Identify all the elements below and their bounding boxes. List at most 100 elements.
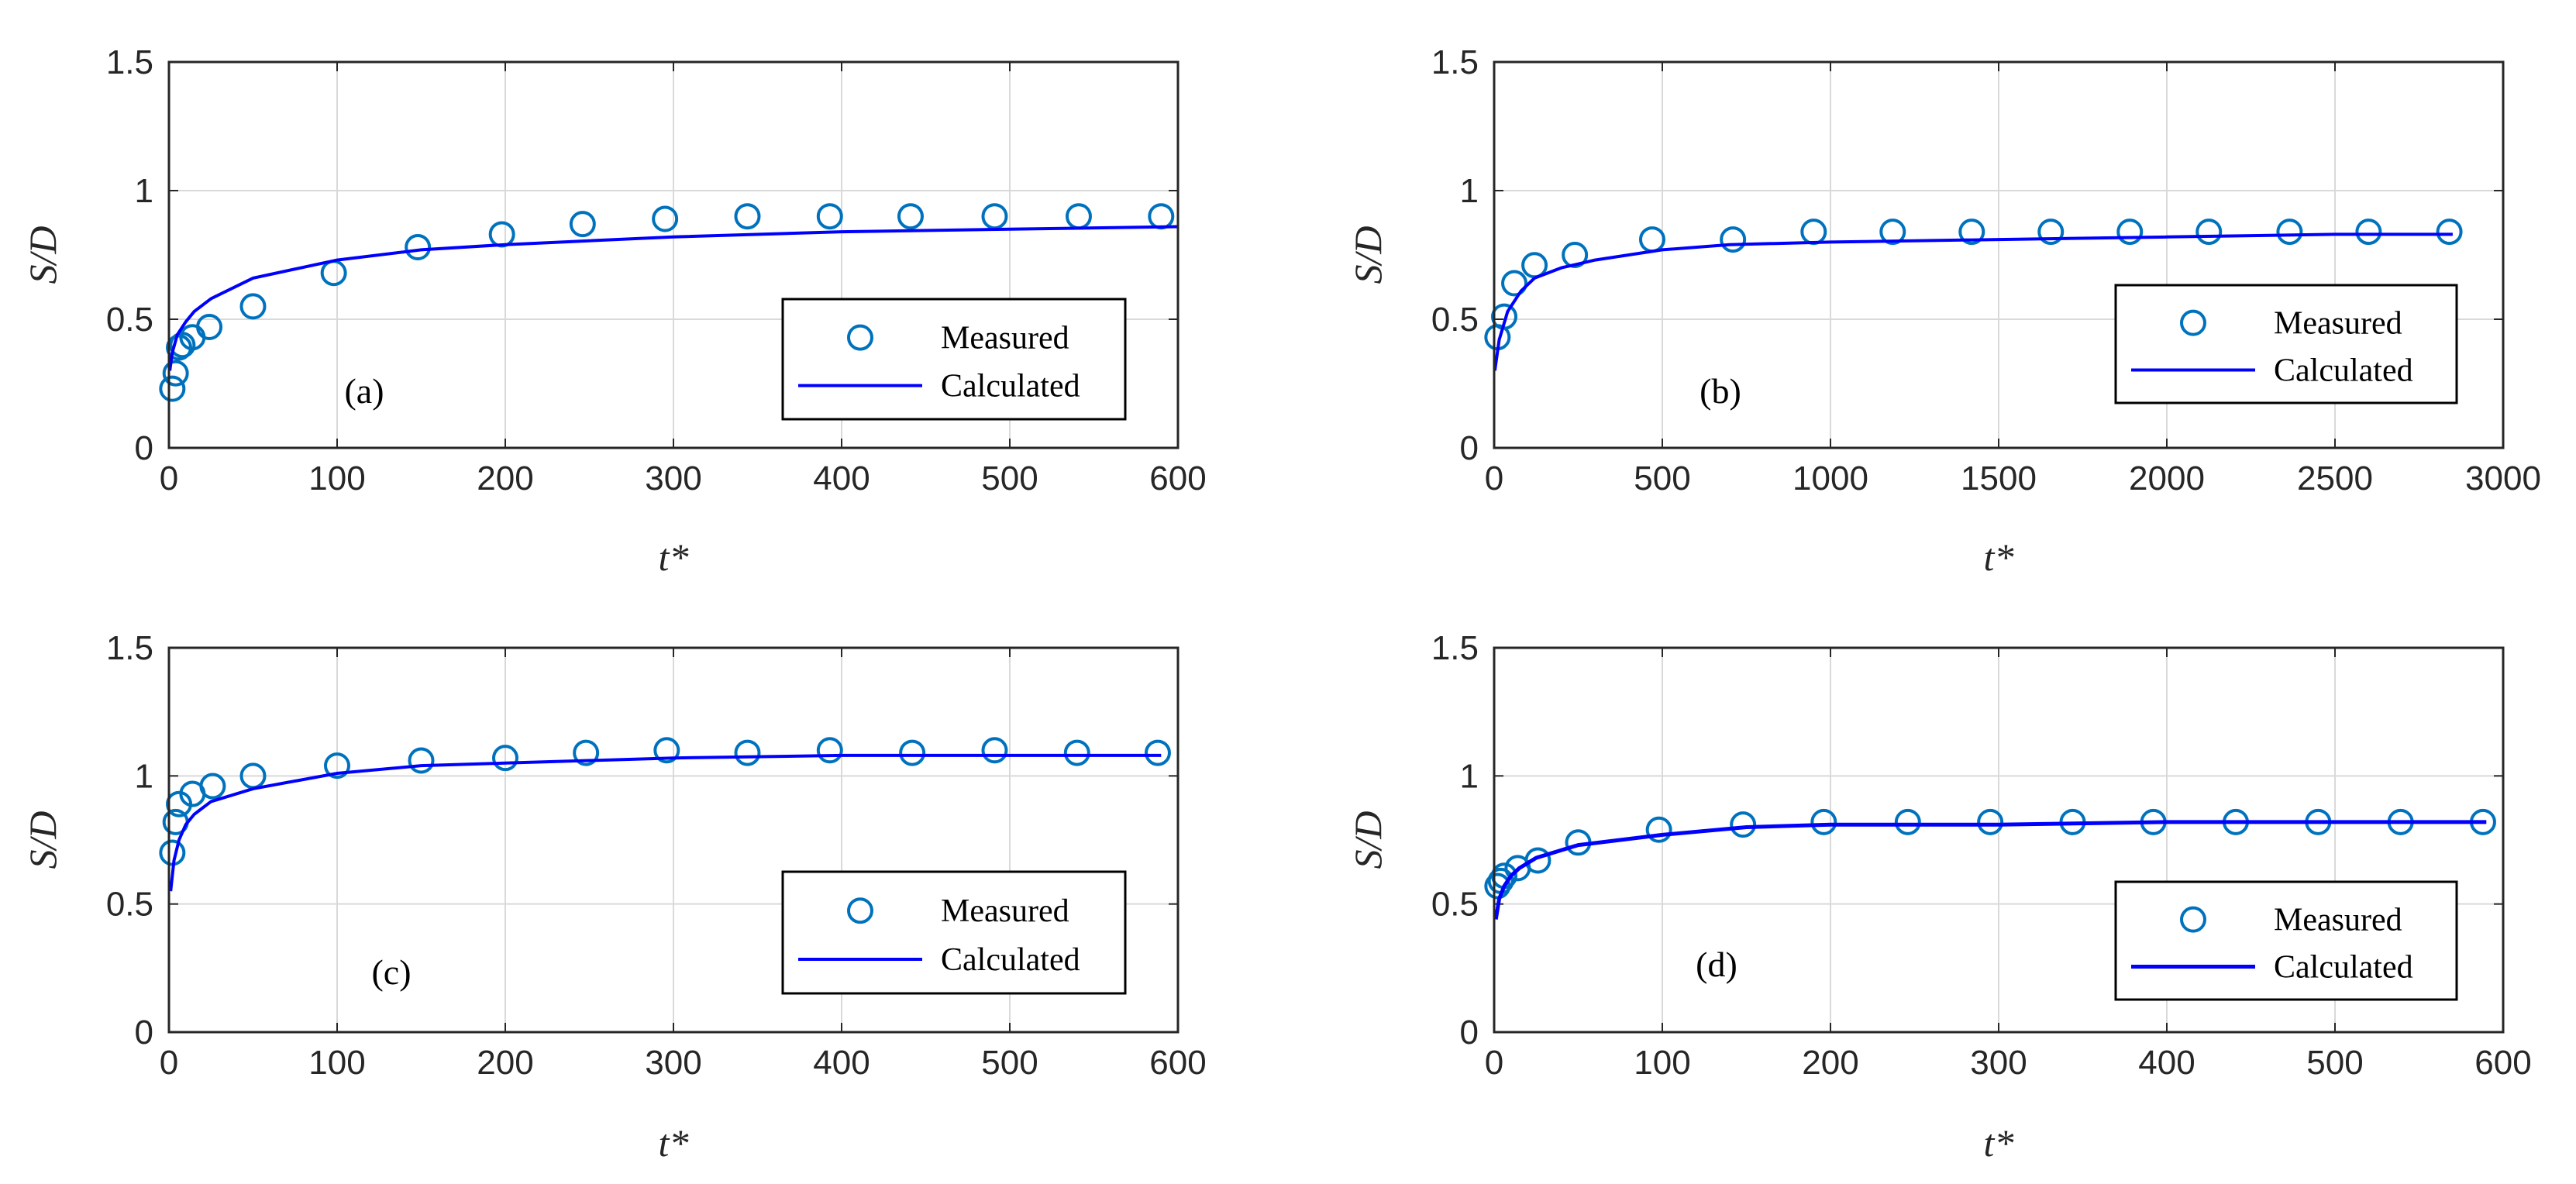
x-axis-label: t* xyxy=(1984,1121,2014,1165)
measured-point xyxy=(2037,219,2065,246)
legend: Measured Calculated xyxy=(781,870,1127,995)
legend-box xyxy=(2114,880,2458,1001)
measured-point xyxy=(2195,219,2223,246)
y-axis-label: S/D xyxy=(1346,226,1390,284)
measured-point xyxy=(408,747,435,774)
y-tick-label: 0.5 xyxy=(106,886,153,924)
legend-calculated-label: Calculated xyxy=(941,942,1080,978)
panel-label: (d) xyxy=(1696,945,1737,984)
y-tick-label: 1.5 xyxy=(106,43,153,81)
measured-point xyxy=(734,739,761,766)
measured-point xyxy=(897,203,924,230)
axes-box xyxy=(1493,646,2505,1034)
x-axis-label: t* xyxy=(659,1121,689,1165)
legend-measured-marker xyxy=(847,324,873,351)
x-tick-label: 0 xyxy=(1485,1044,1503,1082)
legend-measured-label: Measured xyxy=(2274,306,2402,342)
x-tick-label: 300 xyxy=(645,459,701,497)
x-tick-label: 100 xyxy=(308,1044,365,1082)
legend-measured-marker xyxy=(2180,309,2206,336)
y-tick-label: 1.5 xyxy=(1431,43,1479,81)
measured-point xyxy=(492,745,518,772)
x-tick-label: 200 xyxy=(477,1044,533,1082)
measured-point xyxy=(569,211,596,238)
legend-box xyxy=(781,298,1127,421)
calculated-line xyxy=(1494,232,2453,371)
x-axis-label: t* xyxy=(1984,535,2014,579)
x-tick-label: 500 xyxy=(981,1044,1038,1082)
legend-measured-marker xyxy=(2180,906,2206,933)
measured-point xyxy=(1879,219,1906,246)
legend: Measured Calculated xyxy=(2114,880,2458,1001)
measured-point xyxy=(1524,847,1551,874)
measured-point xyxy=(199,773,226,800)
panel-label: (c) xyxy=(371,952,411,992)
y-axis-label: S/D xyxy=(21,226,64,284)
measured-point xyxy=(324,752,350,780)
measured-point xyxy=(652,205,679,232)
y-tick-label: 0 xyxy=(1460,1014,1479,1051)
axes-box xyxy=(167,646,1180,1034)
measured-point xyxy=(1977,808,2004,835)
x-tick-label: 0 xyxy=(160,459,178,497)
x-tick-label: 500 xyxy=(1634,459,1690,497)
y-axis-label: S/D xyxy=(1346,811,1390,869)
x-tick-label: 2500 xyxy=(2297,459,2373,497)
measured-point xyxy=(1063,739,1090,766)
measured-point xyxy=(1894,808,1921,835)
x-tick-label: 300 xyxy=(645,1044,701,1082)
calculated-line xyxy=(169,753,1162,892)
measured-point xyxy=(1810,808,1837,835)
calculated-line xyxy=(1494,820,2487,920)
x-tick-label: 600 xyxy=(1149,459,1206,497)
x-tick-label: 100 xyxy=(1634,1044,1690,1082)
legend-calculated-label: Calculated xyxy=(941,369,1080,404)
measured-point xyxy=(899,739,926,766)
y-tick-label: 1 xyxy=(135,172,153,210)
x-tick-label: 0 xyxy=(1485,459,1503,497)
x-tick-label: 500 xyxy=(2306,1044,2363,1082)
x-tick-label: 100 xyxy=(308,459,365,497)
measured-point xyxy=(196,313,223,340)
measured-point xyxy=(239,293,267,320)
x-axis-label: t* xyxy=(659,535,689,579)
measured-point xyxy=(1501,270,1528,297)
legend-measured-label: Measured xyxy=(941,893,1069,929)
measured-point xyxy=(1958,219,1985,246)
x-tick-label: 600 xyxy=(1149,1044,1206,1082)
measured-point xyxy=(162,360,189,387)
legend-box xyxy=(781,870,1127,995)
measured-point xyxy=(981,737,1008,764)
legend-measured-marker xyxy=(847,897,873,924)
axes-box xyxy=(167,60,1180,449)
y-tick-label: 0.5 xyxy=(1431,886,1479,924)
y-tick-label: 1 xyxy=(1460,757,1479,795)
measured-point xyxy=(2355,219,2382,246)
measured-point xyxy=(1562,242,1589,268)
x-tick-label: 600 xyxy=(2474,1044,2531,1082)
panel-c: 0 100 200 300 400 500 600 0 0.5 1 1.5 t* S/D (c) Measu… xyxy=(21,629,1207,1165)
legend-calculated-label: Calculated xyxy=(2274,949,2413,985)
panel-d: 0 100 200 300 400 500 600 0 0.5 1 1.5 t* S/D (d) Measu… xyxy=(1346,629,2532,1165)
x-tick-label: 500 xyxy=(981,459,1038,497)
measured-point xyxy=(159,375,186,402)
x-tick-label: 3000 xyxy=(2465,459,2541,497)
legend-box xyxy=(2114,284,2458,404)
legend-measured-label: Measured xyxy=(941,321,1069,356)
legend: Measured Calculated xyxy=(781,298,1127,421)
x-tick-label: 200 xyxy=(1802,1044,1858,1082)
measured-point xyxy=(1720,226,1747,253)
measured-point xyxy=(1730,811,1757,838)
x-tick-label: 200 xyxy=(477,459,533,497)
measured-point xyxy=(1144,739,1171,766)
x-tick-label: 2000 xyxy=(2129,459,2205,497)
y-tick-label: 0.5 xyxy=(1431,301,1479,339)
x-tick-label: 400 xyxy=(813,1044,870,1082)
measured-point xyxy=(573,739,600,766)
x-tick-label: 400 xyxy=(2138,1044,2195,1082)
x-tick-label: 1500 xyxy=(1961,459,2037,497)
measured-point xyxy=(2276,219,2303,246)
legend-calculated-label: Calculated xyxy=(2274,353,2413,388)
y-tick-label: 0 xyxy=(135,1014,153,1051)
x-tick-label: 0 xyxy=(160,1044,178,1082)
